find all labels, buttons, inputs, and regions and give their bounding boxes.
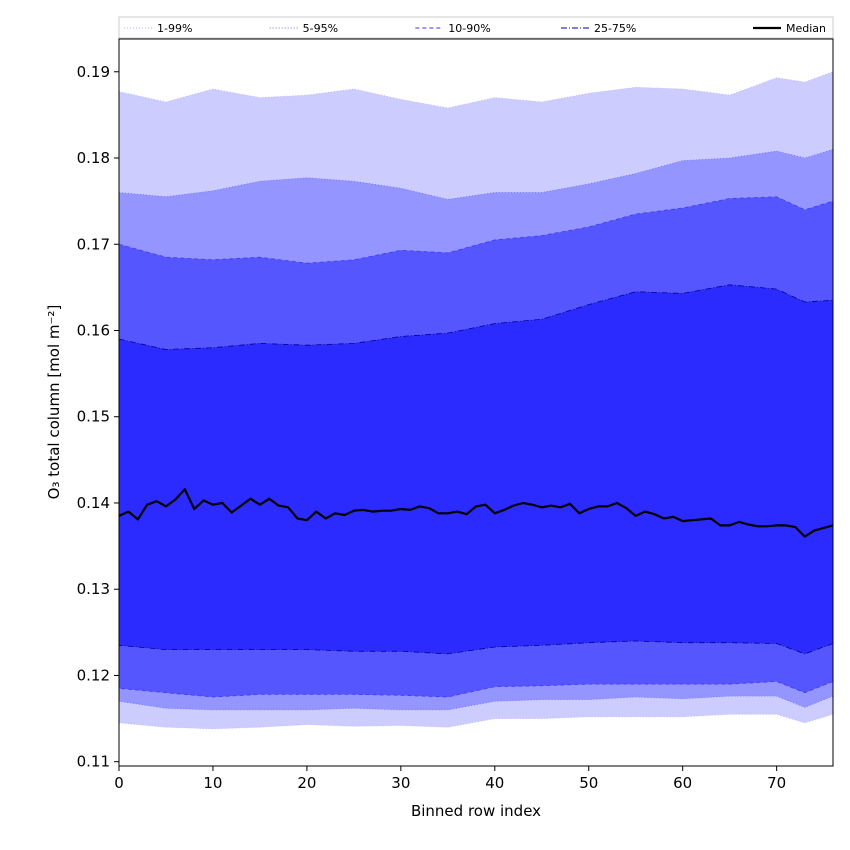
legend-label-median: Median xyxy=(786,22,826,35)
y-tick-label: 0.11 xyxy=(77,753,110,771)
legend-label-1-99: 1-99% xyxy=(157,22,192,35)
band-10-90-lower-line xyxy=(118,681,834,698)
band-25-75-lower-line xyxy=(118,640,834,655)
legend-label-10-90: 10-90% xyxy=(448,22,490,35)
band-5-95-lower-line xyxy=(118,695,834,711)
y-axis-ticks: 0.11 0.12 0.13 0.14 0.15 0.16 0.17 0.18 0.19 xyxy=(77,63,119,771)
y-tick-label: 0.16 xyxy=(77,321,110,339)
legend-label-5-95: 5-95% xyxy=(303,22,338,35)
bands-layer xyxy=(118,71,834,730)
y-tick-label: 0.12 xyxy=(77,666,110,684)
y-tick-label: 0.14 xyxy=(77,494,110,512)
band-10-90-upper-line xyxy=(118,196,834,264)
legend: 1-99% 5-95% 10-90% 25-75% Median xyxy=(118,16,834,39)
y-tick-label: 0.18 xyxy=(77,149,110,167)
x-axis-ticks: 0 10 20 30 40 50 60 70 xyxy=(114,766,786,792)
x-tick-label: 0 xyxy=(114,774,124,792)
median-line xyxy=(118,488,834,538)
y-tick-label: 0.13 xyxy=(77,580,110,598)
band-25-75 xyxy=(119,284,833,654)
y-tick-label: 0.15 xyxy=(77,408,110,426)
y-axis-label: O₃ total column [mol m⁻²] xyxy=(45,305,63,500)
x-tick-label: 20 xyxy=(297,774,316,792)
legend-box xyxy=(118,16,834,39)
x-tick-label: 10 xyxy=(203,774,222,792)
band-1-99-lower-line xyxy=(118,713,834,730)
band-5-95-upper-line xyxy=(118,149,834,200)
band-25-75-upper-line xyxy=(118,284,834,350)
median-layer xyxy=(118,488,834,538)
x-tick-label: 30 xyxy=(391,774,410,792)
band-1-99-upper-line xyxy=(118,71,834,109)
legend-label-25-75: 25-75% xyxy=(594,22,636,35)
y-tick-label: 0.19 xyxy=(77,63,110,81)
plot-frame xyxy=(118,38,834,767)
x-tick-label: 60 xyxy=(673,774,692,792)
x-axis-label: Binned row index xyxy=(411,802,541,820)
x-tick-label: 50 xyxy=(579,774,598,792)
x-tick-label: 40 xyxy=(485,774,504,792)
y-tick-label: 0.17 xyxy=(77,235,110,253)
x-tick-label: 70 xyxy=(767,774,786,792)
